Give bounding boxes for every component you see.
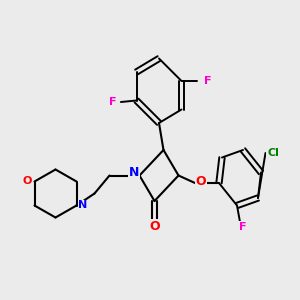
- Text: F: F: [109, 97, 116, 107]
- Text: N: N: [79, 200, 88, 211]
- Text: Cl: Cl: [267, 148, 279, 158]
- Text: O: O: [149, 220, 160, 233]
- Text: O: O: [196, 175, 206, 188]
- Text: O: O: [22, 176, 32, 187]
- Text: F: F: [204, 76, 212, 86]
- Text: F: F: [239, 221, 246, 232]
- Text: N: N: [129, 166, 139, 179]
